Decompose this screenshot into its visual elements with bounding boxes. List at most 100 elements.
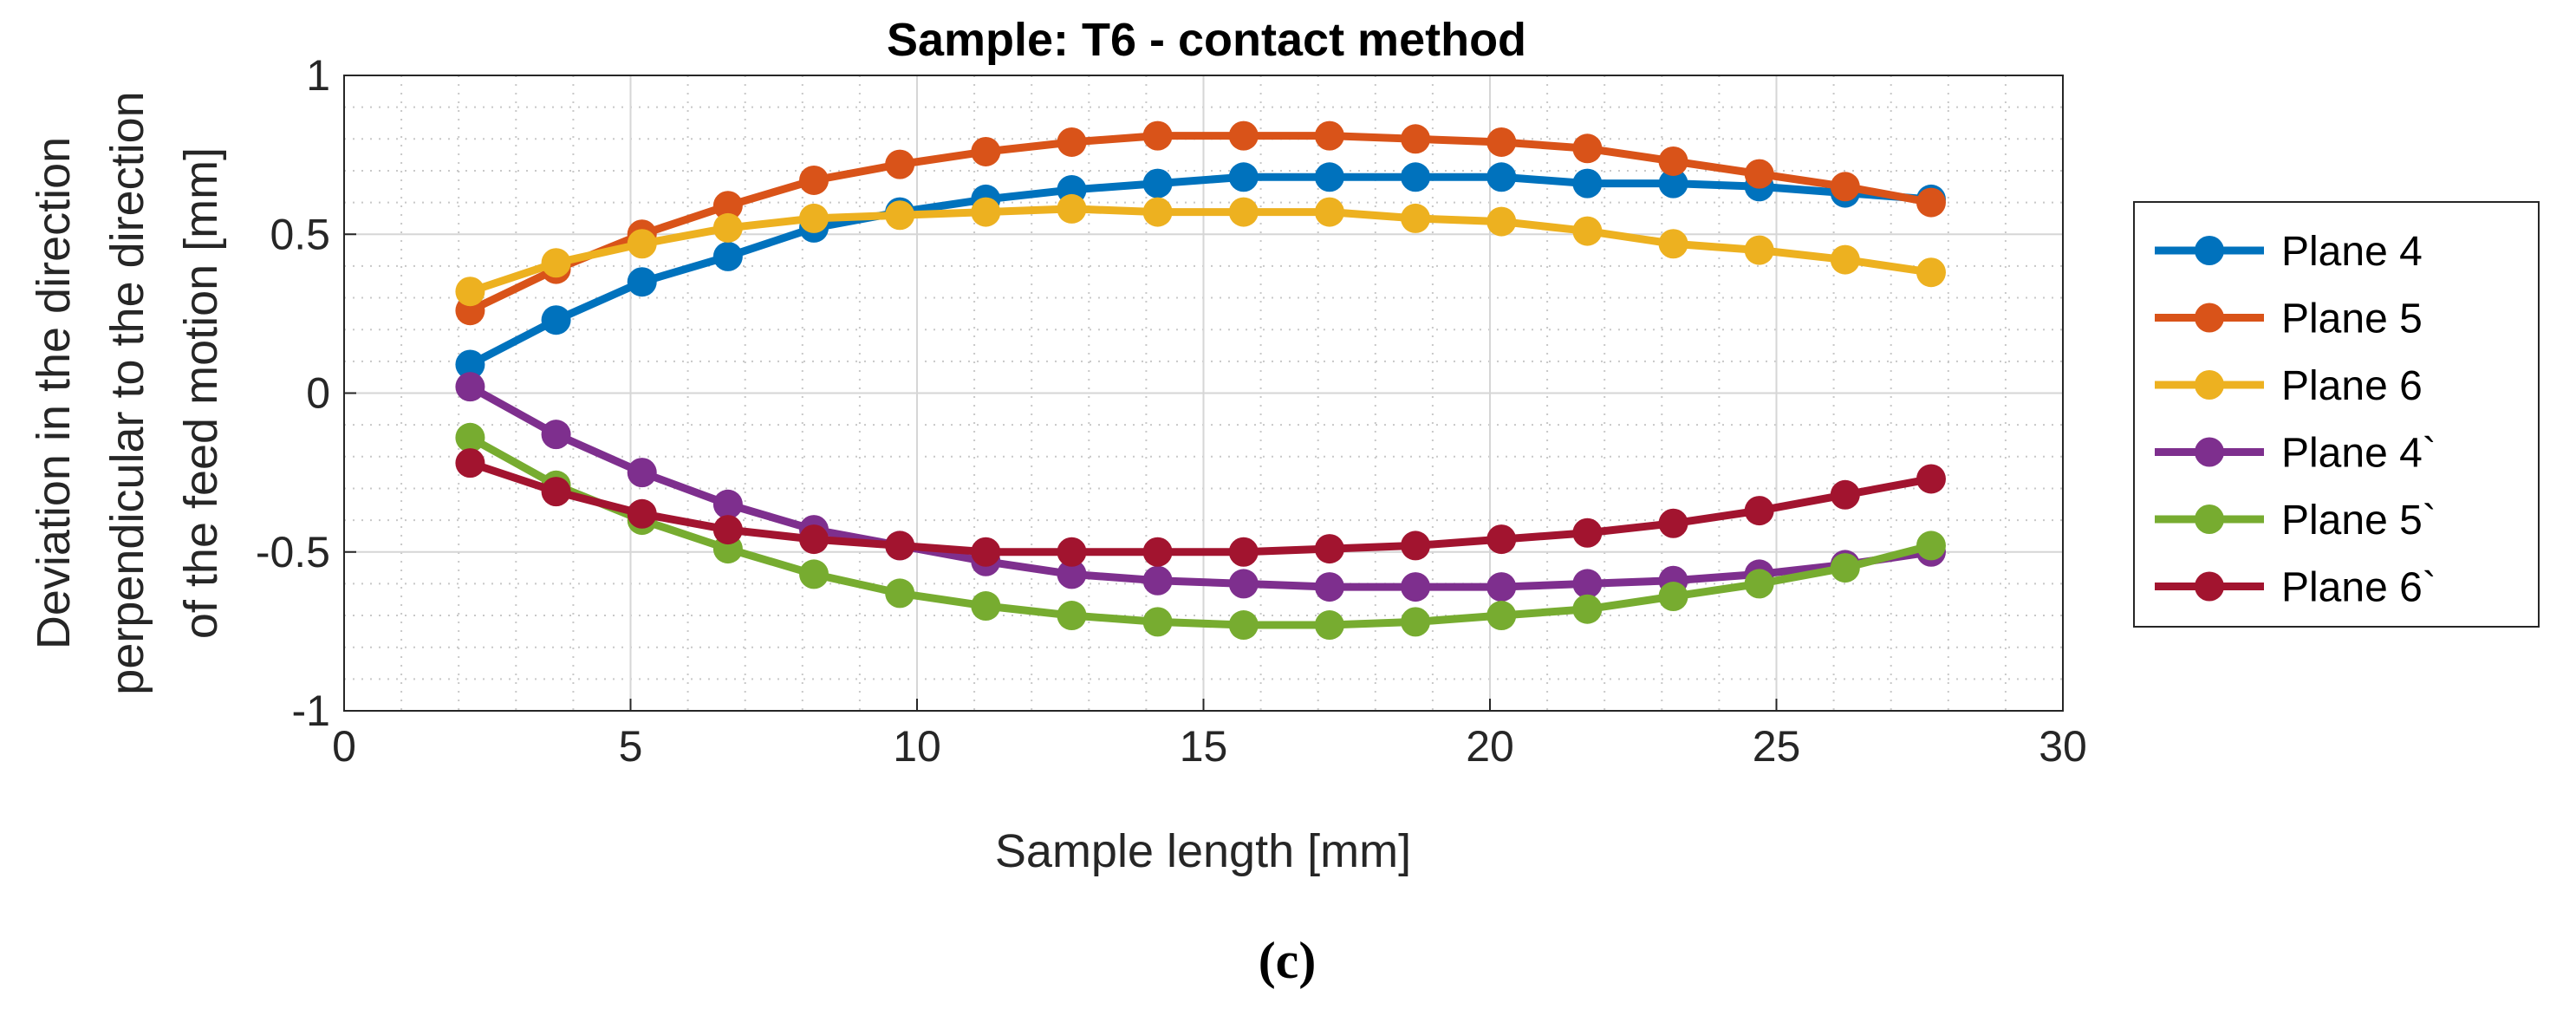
data-point: [712, 212, 743, 243]
y-axis: -1 -0.5 0 0.5 1: [256, 51, 356, 735]
data-point: [1314, 162, 1344, 192]
series: [455, 120, 1946, 326]
data-point: [1486, 601, 1517, 631]
data-point: [712, 191, 743, 221]
legend-marker: [2195, 504, 2224, 534]
x-tick-label: 30: [2039, 722, 2087, 771]
data-point: [1401, 124, 1431, 154]
data-point: [455, 349, 485, 380]
legend: Plane 4 Plane 5 Plane 6 Plane 4` Plane 5` Pla…: [2133, 201, 2540, 628]
data-point: [799, 559, 829, 589]
legend-marker: [2195, 571, 2224, 602]
data-point: [1228, 569, 1259, 599]
chart-title: Sample: T6 - contact method: [887, 14, 1526, 66]
data-point: [1142, 197, 1173, 227]
y-tick-label: 0: [306, 369, 330, 418]
data-point: [1142, 565, 1173, 596]
data-point: [1658, 168, 1688, 199]
data-point: [1830, 479, 1860, 510]
data-point: [799, 524, 829, 555]
data-point: [1486, 572, 1517, 602]
series: [455, 422, 1946, 641]
data-point: [1830, 244, 1860, 275]
y-tick-label: -1: [292, 687, 330, 735]
data-point: [1916, 464, 1946, 494]
data-point: [1572, 216, 1603, 246]
y-axis-label-line: Deviation in the direction: [28, 137, 80, 649]
data-point: [1057, 127, 1087, 157]
data-point: [1142, 607, 1173, 637]
data-point: [1658, 146, 1688, 176]
legend-entry: Plane 4`: [2155, 431, 2436, 477]
data-point: [712, 241, 743, 271]
data-point: [971, 537, 1001, 567]
data-point: [1228, 120, 1259, 151]
data-point: [971, 591, 1001, 622]
data-point: [1916, 531, 1946, 561]
y-tick-label: 1: [306, 51, 330, 100]
data-point: [1916, 257, 1946, 288]
data-point: [1314, 120, 1344, 151]
data-point: [1658, 229, 1688, 259]
data-point: [627, 458, 657, 488]
legend-label: Plane 6`: [2281, 565, 2436, 611]
data-point: [455, 277, 485, 307]
series: [455, 448, 1946, 567]
data-point: [1314, 572, 1344, 602]
data-point: [1572, 569, 1603, 599]
data-point: [1401, 572, 1431, 602]
data-point: [1572, 133, 1603, 164]
y-axis-label-line: perpendicular to the direction: [101, 91, 153, 694]
data-point: [712, 489, 743, 519]
data-point: [1057, 601, 1087, 631]
data-point: [1057, 537, 1087, 567]
data-point: [1572, 168, 1603, 199]
data-point: [1486, 162, 1517, 192]
x-tick-label: 20: [1466, 722, 1514, 771]
data-point: [1486, 206, 1517, 237]
legend-marker: [2195, 370, 2224, 400]
legend-label: Plane 6: [2281, 363, 2423, 409]
data-point: [1057, 193, 1087, 224]
figure-caption: (c): [1259, 932, 1317, 989]
y-tick-label: 0.5: [270, 210, 330, 258]
data-point: [885, 531, 915, 561]
data-point: [1486, 524, 1517, 555]
data-point: [1401, 203, 1431, 233]
y-axis-label: Deviation in the direction perpendicular …: [28, 91, 227, 694]
legend-marker: [2195, 236, 2224, 265]
data-point: [971, 136, 1001, 166]
data-point: [1228, 610, 1259, 641]
y-tick-label: -0.5: [256, 528, 330, 576]
data-point: [1916, 187, 1946, 218]
data-point: [885, 149, 915, 179]
legend-entry: Plane 5`: [2155, 498, 2436, 544]
x-axis-label: Sample length [mm]: [995, 825, 1411, 877]
legend-entry: Plane 6`: [2155, 565, 2436, 611]
data-point: [627, 498, 657, 529]
data-point: [1744, 235, 1774, 265]
data-point: [541, 248, 571, 278]
legend-label: Plane 5`: [2281, 498, 2436, 544]
data-point: [455, 422, 485, 452]
data-point: [1057, 559, 1087, 589]
data-point: [1830, 553, 1860, 583]
data-point: [541, 420, 571, 450]
x-tick-label: 25: [1753, 722, 1801, 771]
data-point: [1744, 496, 1774, 526]
data-point: [1744, 159, 1774, 189]
data-point: [1228, 537, 1259, 567]
data-point: [1228, 162, 1259, 192]
data-point: [1401, 607, 1431, 637]
series: [455, 372, 1946, 602]
data-point: [1314, 534, 1344, 564]
data-point: [885, 200, 915, 231]
data-point: [1401, 531, 1431, 561]
data-point: [541, 477, 571, 507]
data-point: [1830, 172, 1860, 202]
data-point: [1572, 594, 1603, 624]
legend-entry: Plane 5: [2155, 296, 2423, 342]
legend-marker: [2195, 437, 2224, 467]
x-axis: 0 5 10 15 20 25 30: [332, 699, 2087, 771]
series: [455, 193, 1946, 307]
